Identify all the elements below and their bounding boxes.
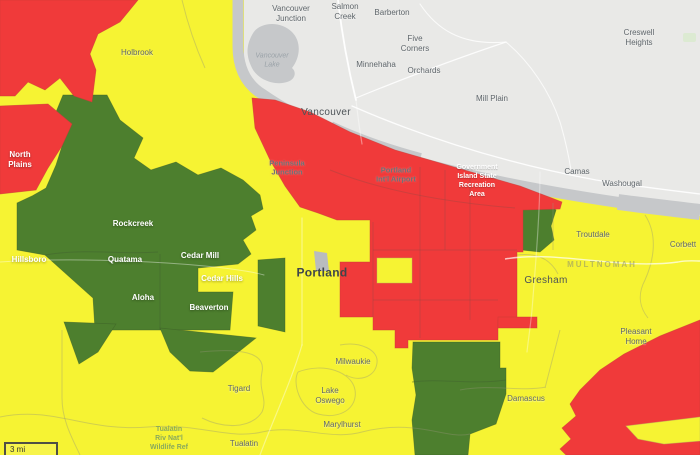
border-line: [295, 367, 356, 416]
vancouver-lake: [247, 24, 299, 84]
park-patch: [683, 33, 696, 42]
region-yellow-notch-southeast: [625, 416, 700, 445]
border-line: [329, 169, 516, 209]
road-i5-south: [259, 344, 303, 455]
region-red-central: [251, 97, 563, 349]
border-line: [339, 343, 378, 379]
boundaries-green-group: [44, 251, 507, 383]
road-line: [0, 259, 265, 276]
region-red-topleft: [0, 0, 139, 103]
region-green-wedge-west: [63, 321, 117, 365]
border-line: [0, 413, 471, 436]
road-sr14: [351, 105, 700, 195]
columbia-river-wide-east: [616, 194, 700, 220]
road-i5-north: [337, 0, 357, 101]
region-red-north-plains: [0, 103, 73, 195]
border-line: [61, 330, 81, 455]
region-red-strip-east: [497, 316, 538, 329]
region-green-raleigh-hills: [257, 257, 286, 333]
road-line: [355, 41, 507, 99]
region-green-wedge-tigard: [159, 327, 257, 373]
region-green-westside: [16, 94, 264, 331]
road-line: [505, 41, 572, 171]
boundaries-red-group: [329, 167, 517, 338]
green-regions-group: [16, 94, 635, 455]
county-border-line: [504, 255, 700, 265]
border-line: [199, 350, 265, 427]
washington-land: [244, 0, 700, 216]
no-data-land-group: [244, 0, 700, 216]
road-i205-south: [526, 171, 541, 353]
border-line: [181, 0, 206, 69]
border-line: [44, 251, 159, 256]
border-line: [516, 253, 559, 275]
border-line: [459, 329, 561, 391]
border-line: [639, 214, 654, 319]
yellow-notches-group: [376, 257, 700, 445]
road-line: [355, 99, 363, 145]
downtown-patch: [314, 251, 329, 271]
scale-bar: 3 mi: [4, 442, 58, 455]
road-line: [419, 3, 507, 44]
region-yellow-notch-portland: [376, 257, 413, 284]
scale-bar-label: 3 mi: [10, 445, 26, 454]
border-line: [411, 379, 507, 383]
region-green-happy-valley: [411, 341, 507, 455]
